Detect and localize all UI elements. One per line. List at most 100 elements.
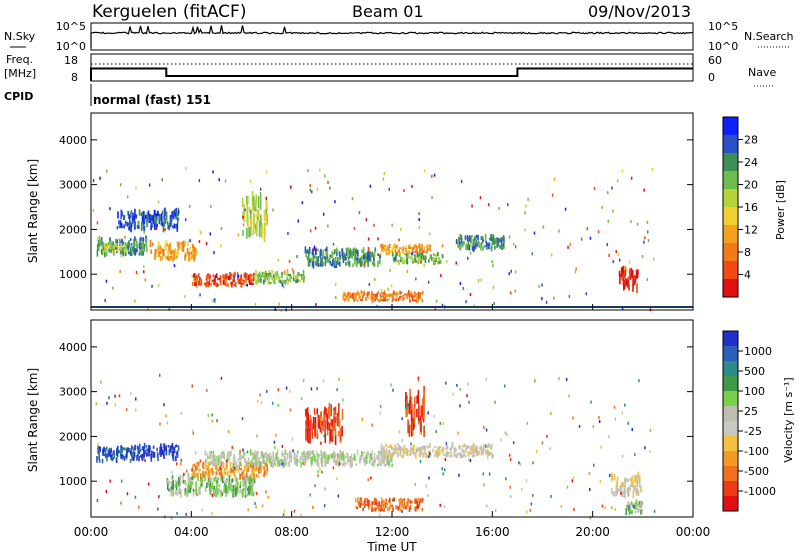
power-cell <box>243 273 246 276</box>
power-cell <box>297 219 299 223</box>
power-cell <box>156 223 158 228</box>
velocity-cell <box>446 446 449 450</box>
velocity-cell <box>403 502 406 505</box>
power-cell <box>176 218 179 225</box>
power-cell <box>251 204 254 212</box>
power-cell <box>290 185 292 189</box>
power-cell <box>369 251 372 258</box>
power-cell <box>415 260 418 263</box>
power-cell <box>415 245 417 249</box>
velocity-cell <box>294 457 296 464</box>
power-cell <box>175 223 177 229</box>
power-cell <box>372 297 375 299</box>
velocity-cell <box>171 485 173 490</box>
velocity-cell <box>307 432 310 444</box>
velocity-cell <box>437 454 439 458</box>
power-cell <box>138 243 141 249</box>
power-cell <box>399 259 402 263</box>
velocity-cell <box>416 408 418 418</box>
velocity-cell <box>255 455 258 461</box>
velocity-cell <box>241 488 244 498</box>
power-cell <box>618 270 621 277</box>
nave-tick-bottom: 0 <box>708 71 715 84</box>
velocity-cell <box>317 457 319 464</box>
velocity-cell <box>187 475 190 482</box>
power-cell <box>127 211 129 216</box>
power-cell <box>109 241 111 244</box>
velocity-cell <box>246 492 249 497</box>
velocity-cell <box>277 461 279 467</box>
power-cell <box>139 237 141 246</box>
power-cell <box>470 243 472 247</box>
velocity-cell <box>360 497 363 503</box>
power-cell <box>341 248 344 257</box>
velocity-cell <box>640 505 642 509</box>
velocity-cell <box>284 449 287 455</box>
power-cell <box>353 226 356 230</box>
velocity-cell <box>410 397 413 411</box>
power-cell <box>256 276 259 282</box>
power-cell <box>237 274 240 278</box>
velocity-cell <box>416 395 418 404</box>
velocity-cell <box>384 463 386 467</box>
power-cell <box>210 205 212 208</box>
power-cell <box>308 250 310 258</box>
velocity-cell <box>376 504 378 507</box>
power-cell <box>224 274 227 278</box>
velocity-cell <box>458 445 460 450</box>
velocity-cell <box>120 450 122 457</box>
velocity-cell <box>369 502 371 508</box>
power-cell <box>180 243 183 251</box>
power-cell <box>344 293 347 297</box>
velocity-cell <box>267 495 269 499</box>
velocity-cell <box>355 505 358 509</box>
velocity-cell <box>433 414 435 418</box>
date-title: 09/Nov/2013 <box>588 2 691 21</box>
velocity-cell <box>163 403 165 407</box>
power-cell <box>289 275 291 280</box>
power-cell <box>133 248 135 255</box>
power-cell <box>169 247 171 253</box>
power-cell <box>142 211 145 220</box>
power-cell <box>418 226 420 229</box>
power-cell <box>372 254 375 261</box>
power-cell <box>172 225 174 229</box>
velocity-cell <box>193 463 196 467</box>
velocity-cell <box>325 454 328 459</box>
velocity-cell <box>225 479 228 486</box>
power-cell <box>487 242 490 249</box>
velocity-cell <box>313 408 316 415</box>
power-cell <box>106 251 108 257</box>
velocity-cell <box>472 442 475 449</box>
power-cell <box>399 247 401 249</box>
power-cell <box>229 272 231 278</box>
velocity-cell <box>182 480 185 484</box>
velocity-y-tick-label: 2000 <box>59 430 87 443</box>
power-cell <box>311 261 314 267</box>
power-cell <box>394 251 397 254</box>
power-cell <box>420 255 423 259</box>
velocity-cell <box>309 493 311 497</box>
power-cell <box>117 211 119 219</box>
power-cell <box>246 283 248 287</box>
velocity-cell <box>174 484 177 488</box>
power-cell <box>219 275 222 282</box>
power-cell <box>388 293 391 298</box>
power-cell <box>127 246 129 250</box>
velocity-cell <box>347 459 349 463</box>
velocity-cell <box>247 461 250 469</box>
power-cell <box>119 248 122 255</box>
power-cell <box>356 257 359 262</box>
velocity-cell <box>317 462 320 468</box>
power-cell <box>279 276 281 280</box>
velocity-cell <box>321 461 324 467</box>
power-cell <box>167 250 170 257</box>
power-cell <box>194 282 196 286</box>
power-cell <box>467 240 470 246</box>
power-cell <box>96 244 99 250</box>
power-cell <box>485 240 487 244</box>
power-cell <box>181 241 184 247</box>
velocity-cell <box>175 455 177 462</box>
power-cell <box>283 270 286 274</box>
power-cell <box>420 257 423 262</box>
